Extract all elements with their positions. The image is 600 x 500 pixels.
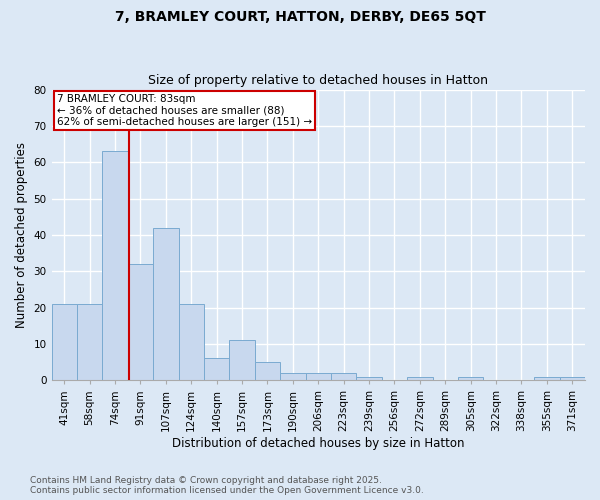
Bar [560, 376, 585, 380]
Title: Size of property relative to detached houses in Hatton: Size of property relative to detached ho… [148, 74, 488, 87]
Bar [255, 362, 280, 380]
Bar [179, 304, 204, 380]
Text: 7 BRAMLEY COURT: 83sqm
← 36% of detached houses are smaller (88)
62% of semi-det: 7 BRAMLEY COURT: 83sqm ← 36% of detached… [57, 94, 312, 127]
Bar [280, 373, 305, 380]
Y-axis label: Number of detached properties: Number of detached properties [15, 142, 28, 328]
Bar [407, 376, 433, 380]
Bar [331, 373, 356, 380]
Bar [77, 304, 103, 380]
Bar [229, 340, 255, 380]
Text: Contains HM Land Registry data © Crown copyright and database right 2025.
Contai: Contains HM Land Registry data © Crown c… [30, 476, 424, 495]
Bar [153, 228, 179, 380]
Bar [128, 264, 153, 380]
Bar [103, 152, 128, 380]
Bar [534, 376, 560, 380]
Bar [305, 373, 331, 380]
Bar [204, 358, 229, 380]
X-axis label: Distribution of detached houses by size in Hatton: Distribution of detached houses by size … [172, 437, 464, 450]
Bar [356, 376, 382, 380]
Text: 7, BRAMLEY COURT, HATTON, DERBY, DE65 5QT: 7, BRAMLEY COURT, HATTON, DERBY, DE65 5Q… [115, 10, 485, 24]
Bar [458, 376, 484, 380]
Bar [52, 304, 77, 380]
